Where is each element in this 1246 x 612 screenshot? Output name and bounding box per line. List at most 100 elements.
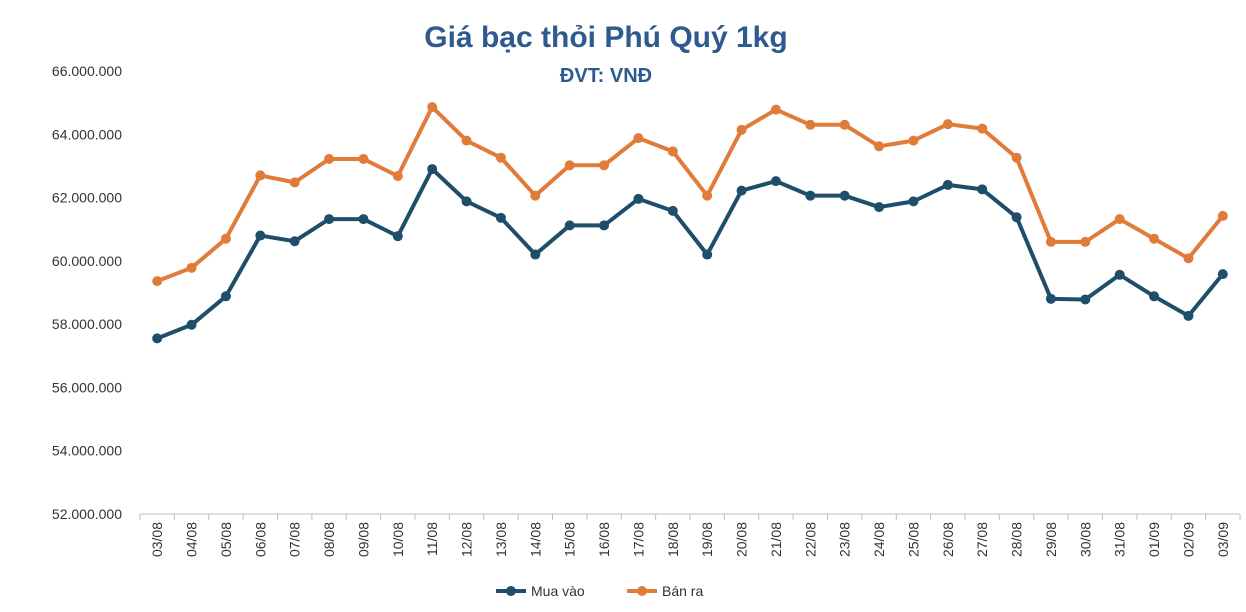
chart-subtitle: ĐVT: VNĐ <box>560 65 652 87</box>
data-point <box>942 179 953 190</box>
x-tick-label: 21/08 <box>768 522 784 557</box>
data-point <box>289 236 300 247</box>
data-point <box>770 104 781 115</box>
data-point <box>530 190 541 201</box>
data-point <box>874 141 885 152</box>
x-tick-label: 03/08 <box>149 522 165 557</box>
data-point <box>358 214 369 225</box>
data-point <box>1114 214 1125 225</box>
y-tick-label: 66.000.000 <box>52 63 122 79</box>
data-point <box>908 135 919 146</box>
data-point <box>1217 269 1228 280</box>
data-point <box>1045 293 1056 304</box>
legend-marker <box>506 586 516 596</box>
data-point <box>839 190 850 201</box>
data-point <box>633 193 644 204</box>
data-point <box>977 123 988 134</box>
data-point <box>702 190 713 201</box>
x-tick-label: 04/08 <box>184 522 200 557</box>
x-tick-label: 09/08 <box>355 522 371 557</box>
x-tick-label: 29/08 <box>1043 522 1059 557</box>
x-tick-label: 06/08 <box>252 522 268 557</box>
legend-label: Mua vào <box>531 583 585 599</box>
legend: Mua vào Bán ra <box>496 583 703 599</box>
data-point <box>1011 152 1022 163</box>
data-point <box>633 133 644 144</box>
data-point <box>255 170 266 181</box>
legend-marker <box>637 586 647 596</box>
data-point <box>392 171 403 182</box>
x-tick-label: 13/08 <box>493 522 509 557</box>
y-tick-label: 58.000.000 <box>52 316 122 332</box>
data-point <box>1114 269 1125 280</box>
y-tick-label: 54.000.000 <box>52 443 122 459</box>
x-tick-label: 15/08 <box>562 522 578 557</box>
data-point <box>599 160 610 171</box>
x-tick-label: 19/08 <box>699 522 715 557</box>
data-point <box>427 164 438 175</box>
x-tick-label: 08/08 <box>321 522 337 557</box>
data-point <box>495 152 506 163</box>
x-tick-label: 20/08 <box>734 522 750 557</box>
data-point <box>461 135 472 146</box>
x-tick-label: 28/08 <box>1009 522 1025 557</box>
data-point <box>186 319 197 330</box>
data-point <box>564 160 575 171</box>
data-point <box>427 102 438 113</box>
data-point <box>599 220 610 231</box>
data-point <box>1149 233 1160 244</box>
data-point <box>392 231 403 242</box>
data-point <box>736 185 747 196</box>
y-tick-label: 56.000.000 <box>52 379 122 395</box>
data-point <box>1149 291 1160 302</box>
data-point <box>805 190 816 201</box>
data-point <box>1183 253 1194 264</box>
x-tick-label: 05/08 <box>218 522 234 557</box>
data-point <box>186 262 197 273</box>
x-tick-label: 27/08 <box>974 522 990 557</box>
data-point <box>1045 236 1056 247</box>
x-tick-label: 10/08 <box>390 522 406 557</box>
x-tick-label: 18/08 <box>665 522 681 557</box>
data-point <box>942 119 953 130</box>
data-point <box>530 249 541 260</box>
data-point <box>839 119 850 130</box>
series-line <box>156 167 1225 341</box>
data-point <box>1183 310 1194 321</box>
x-tick-label: 03/09 <box>1215 522 1231 557</box>
data-point <box>1217 210 1228 221</box>
chart-title: Giá bạc thỏi Phú Quý 1kg <box>424 21 787 54</box>
data-point <box>736 124 747 135</box>
x-tick-label: 07/08 <box>287 522 303 557</box>
data-point <box>461 196 472 207</box>
x-tick-label: 11/08 <box>424 522 440 556</box>
data-point <box>255 230 266 241</box>
series-layer <box>152 102 1228 344</box>
x-tick-label: 16/08 <box>596 522 612 557</box>
data-point <box>667 205 678 216</box>
data-point <box>358 153 369 164</box>
data-point <box>289 177 300 188</box>
data-point <box>667 146 678 157</box>
data-point <box>702 249 713 260</box>
data-point <box>1080 236 1091 247</box>
x-tick-label: 23/08 <box>837 522 853 557</box>
data-point <box>220 291 231 302</box>
data-point <box>152 276 163 287</box>
y-axis: 52.000.000 54.000.000 56.000.000 58.000.000… <box>52 63 122 522</box>
y-tick-label: 64.000.000 <box>52 126 122 142</box>
y-tick-label: 62.000.000 <box>52 190 122 206</box>
data-point <box>324 153 335 164</box>
x-tick-label: 26/08 <box>940 522 956 557</box>
data-point <box>220 233 231 244</box>
data-point <box>1080 294 1091 305</box>
x-tick-label: 22/08 <box>802 522 818 557</box>
x-tick-label: 17/08 <box>630 522 646 557</box>
x-tick-label: 12/08 <box>459 522 475 557</box>
x-tick-label: 25/08 <box>905 522 921 557</box>
data-point <box>1011 212 1022 223</box>
x-tick-label: 30/08 <box>1077 522 1093 557</box>
data-point <box>152 333 163 344</box>
data-point <box>564 220 575 231</box>
